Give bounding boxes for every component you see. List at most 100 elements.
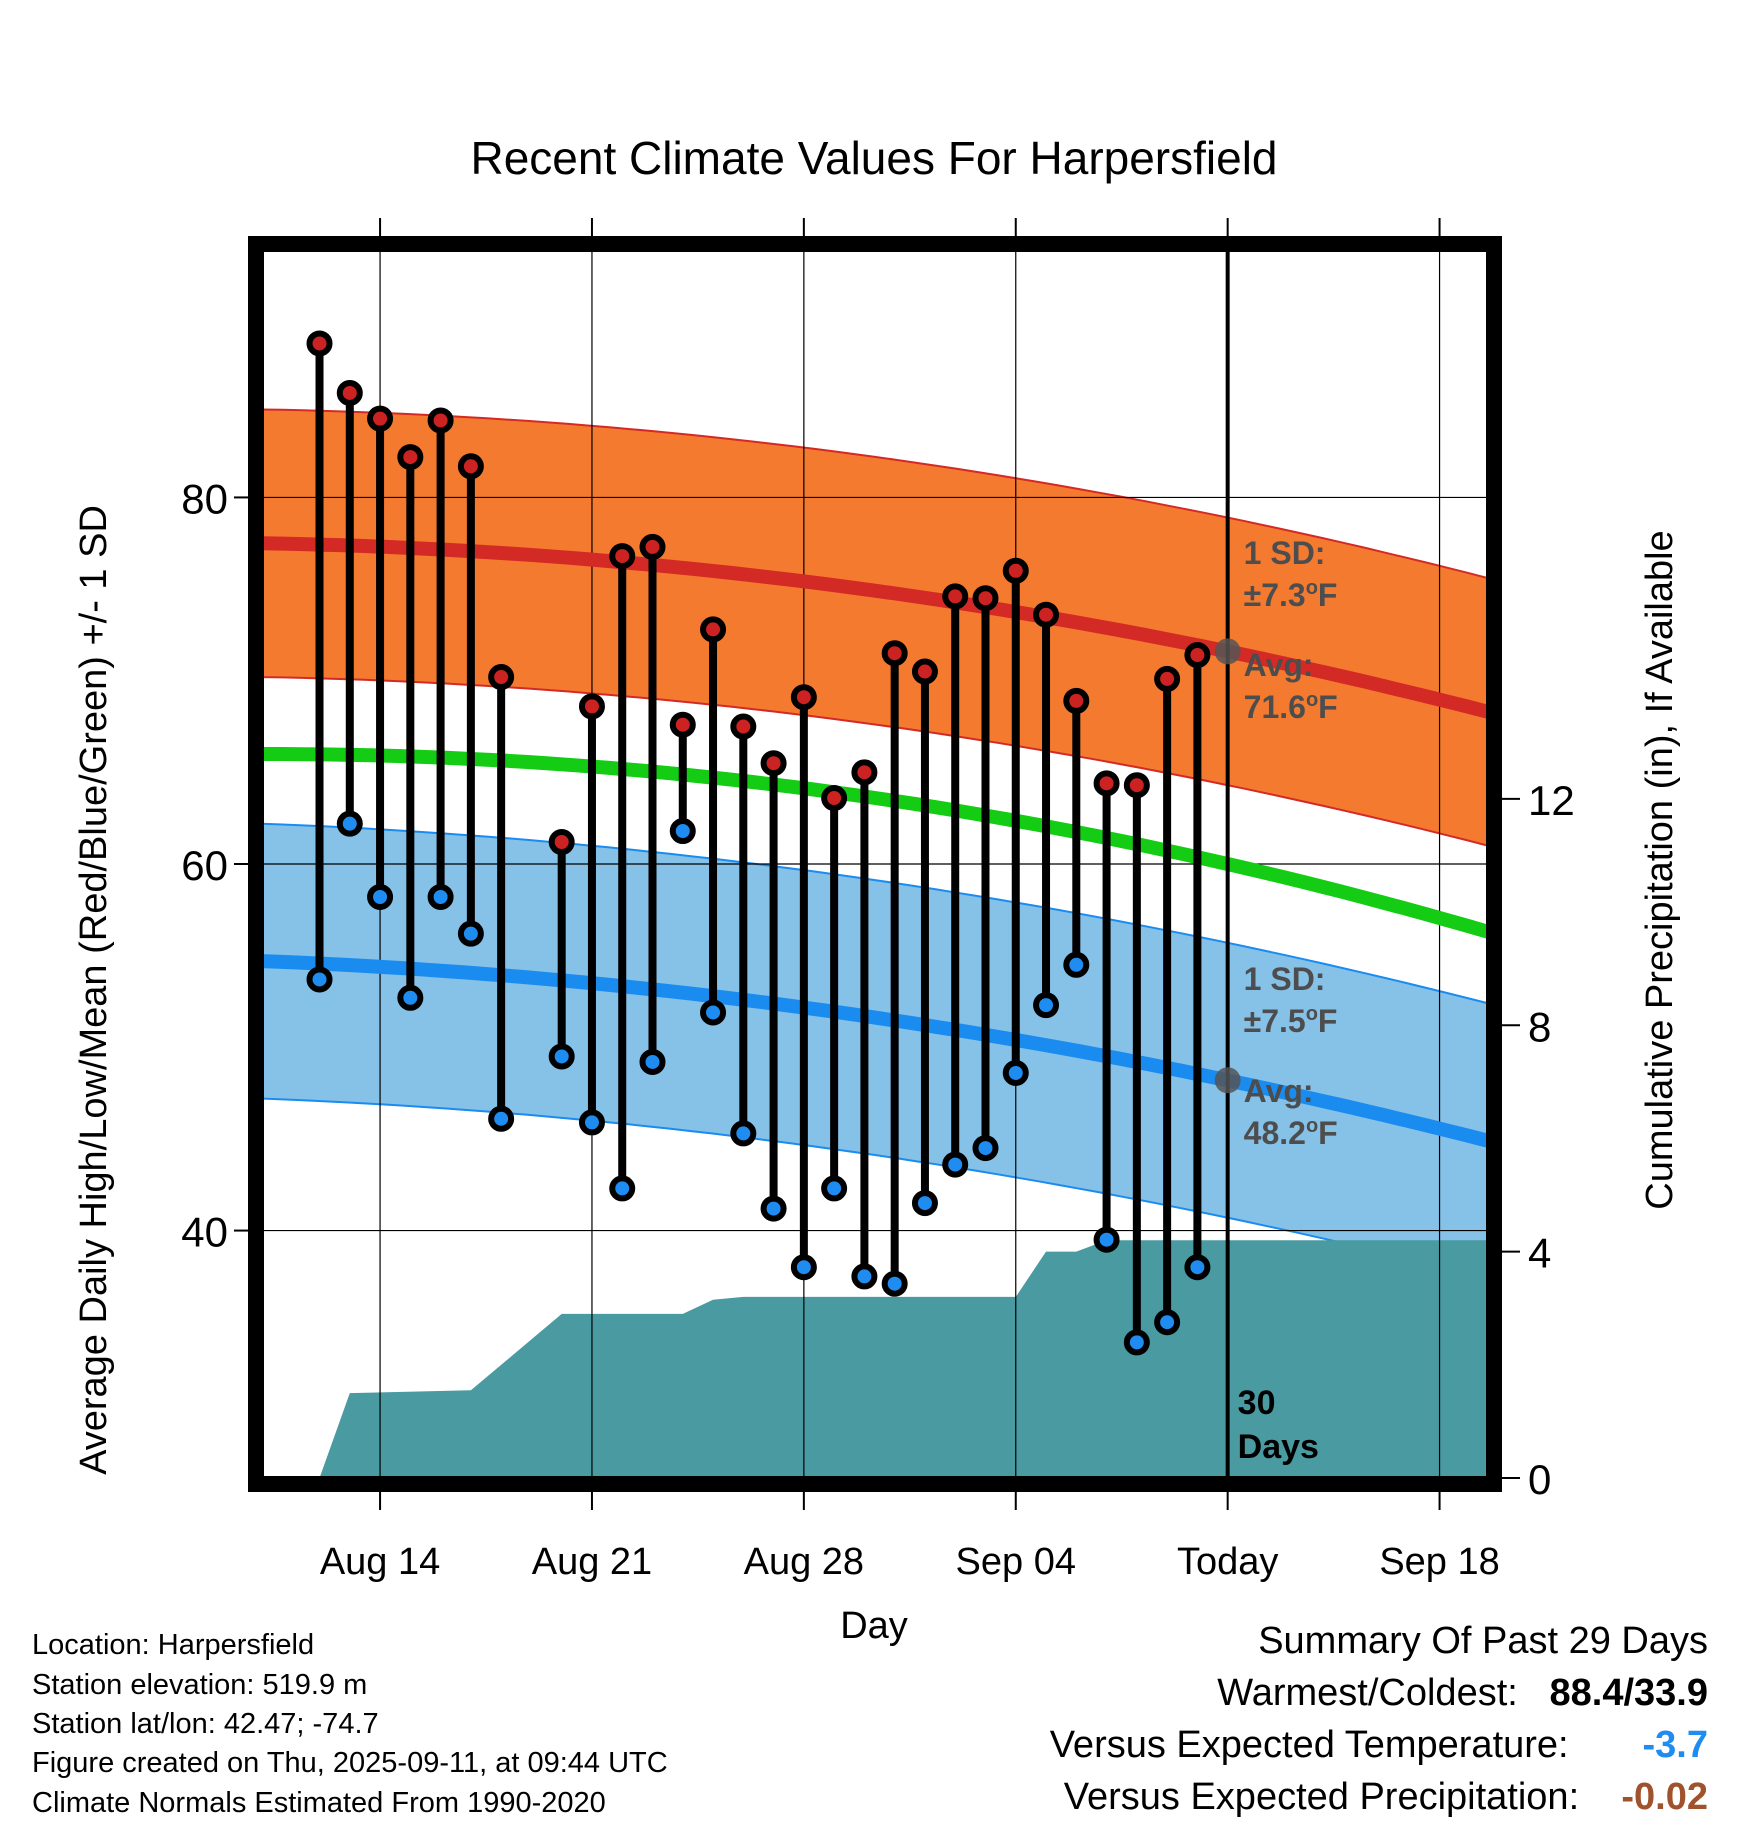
low-avg-value-number: 48.2: [1244, 1115, 1306, 1151]
summary-title: Summary Of Past 29 Days: [1258, 1620, 1708, 1662]
summary-temp-label: Versus Expected Temperature:: [1049, 1724, 1569, 1766]
high-sd-value: ±7.3oF: [1244, 577, 1338, 613]
y2-tick-label: 12: [1528, 777, 1575, 824]
high-avg-value-degree: o: [1306, 689, 1318, 711]
summary-precip-label: Versus Expected Precipitation:: [1063, 1776, 1580, 1818]
footer-elevation: Station elevation: 519.9 m: [32, 1669, 368, 1701]
daily-high-point: [851, 759, 878, 786]
daily-high-point: [760, 750, 787, 777]
daily-low-point: [639, 1048, 666, 1075]
low-sd-label: 1 SD:: [1244, 961, 1326, 997]
y-tick-label: 40: [181, 1209, 228, 1256]
daily-high-point: [1093, 770, 1120, 797]
y-tick-label: 60: [181, 842, 228, 889]
high-avg-value: 71.6oF: [1244, 689, 1338, 725]
low-sd-value: ±7.5oF: [1244, 1003, 1338, 1039]
summary-warmest-label: Warmest/Coldest:: [1217, 1672, 1518, 1714]
precip-days-word: Days: [1238, 1428, 1319, 1466]
daily-high-point: [911, 658, 938, 685]
summary-precipitation: Versus Expected Precipitation: -0.02: [1064, 1774, 1708, 1820]
today-high-marker: [1214, 638, 1241, 665]
daily-high-point: [669, 711, 696, 738]
x-tick-label: Sep 18: [1379, 1541, 1499, 1583]
daily-high-point: [790, 684, 817, 711]
daily-high-point: [427, 407, 454, 434]
daily-high-point: [1033, 601, 1060, 628]
high-sd-band: [261, 408, 1489, 847]
low-avg-value-unit: F: [1318, 1115, 1338, 1151]
summary-precip-value: -0.02: [1621, 1776, 1708, 1818]
y-tick-label: 80: [181, 475, 228, 522]
x-tick-label: Sep 04: [956, 1541, 1076, 1583]
daily-low-point: [1123, 1329, 1150, 1356]
avg-low-line: [261, 954, 1490, 1148]
high-avg-value-unit: F: [1318, 689, 1338, 725]
low-avg-label: Avg:: [1244, 1073, 1314, 1109]
low-sd-value-degree: o: [1306, 1003, 1318, 1025]
daily-low-point: [881, 1270, 908, 1297]
daily-high-point: [942, 583, 969, 610]
x-tick-label: Today: [1177, 1541, 1278, 1583]
daily-low-point: [578, 1109, 605, 1136]
summary-temperature: Versus Expected Temperature: -3.7: [1050, 1722, 1708, 1768]
daily-high-point: [821, 785, 848, 812]
x-tick-label: Aug 21: [532, 1541, 652, 1583]
low-avg-value-degree: o: [1306, 1115, 1318, 1137]
daily-low-point: [397, 984, 424, 1011]
daily-high-point: [336, 379, 363, 406]
daily-low-point: [700, 999, 727, 1026]
high-avg-value-number: 71.6: [1244, 689, 1306, 725]
y2-tick-label: 4: [1528, 1230, 1551, 1277]
high-sd-value-degree: o: [1306, 577, 1318, 599]
daily-low-point: [427, 883, 454, 910]
x-tick-label: Aug 14: [320, 1541, 440, 1583]
daily-low-point: [1093, 1226, 1120, 1253]
daily-high-point: [1123, 772, 1150, 799]
high-sd-label: 1 SD:: [1244, 535, 1326, 571]
avg-mean-line: [262, 747, 1490, 939]
low-sd-value-number: ±7.5: [1244, 1003, 1306, 1039]
daily-low-point: [730, 1120, 757, 1147]
daily-high-point: [548, 829, 575, 856]
daily-high-point: [730, 713, 757, 740]
daily-high-point: [881, 640, 908, 667]
daily-high-point: [1063, 687, 1090, 714]
daily-high-point: [1002, 557, 1029, 584]
daily-high-point: [609, 543, 636, 570]
daily-high-point: [306, 330, 333, 357]
daily-low-point: [609, 1175, 636, 1202]
summary-warmest-value: 88.4/33.9: [1549, 1672, 1708, 1714]
y-axis-label: Average Daily High/Low/Mean (Red/Blue/Gr…: [73, 505, 115, 1475]
today-low-marker: [1214, 1067, 1241, 1094]
daily-low-point: [851, 1263, 878, 1290]
y2-tick-label: 0: [1528, 1456, 1551, 1503]
daily-low-point: [306, 966, 333, 993]
precip-days-number: 30: [1238, 1384, 1276, 1422]
daily-low-point: [669, 818, 696, 845]
daily-high-point: [578, 693, 605, 720]
summary-warmest: Warmest/Coldest: 88.4/33.9: [1217, 1670, 1708, 1716]
daily-high-point: [397, 444, 424, 471]
footer-latlon: Station lat/lon: 42.47; -74.7: [32, 1708, 379, 1740]
daily-low-point: [548, 1043, 575, 1070]
daily-high-point: [639, 533, 666, 560]
daily-low-point: [1154, 1309, 1181, 1336]
high-avg-label: Avg:: [1244, 647, 1314, 683]
daily-low-point: [1033, 992, 1060, 1019]
daily-low-point: [1184, 1254, 1211, 1281]
daily-high-point: [1154, 665, 1181, 692]
daily-high-point: [1184, 642, 1211, 669]
avg-high-line: [261, 536, 1490, 719]
summary-temp-value: -3.7: [1642, 1724, 1708, 1766]
footer-normals: Climate Normals Estimated From 1990-2020: [32, 1787, 606, 1819]
precipitation-area: [319, 1240, 1488, 1478]
daily-high-point: [488, 664, 515, 691]
daily-low-point: [942, 1151, 969, 1178]
daily-low-point: [821, 1175, 848, 1202]
daily-low-point: [1002, 1059, 1029, 1086]
low-sd-value-unit: F: [1318, 1003, 1338, 1039]
daily-low-point: [760, 1195, 787, 1222]
daily-low-point: [367, 883, 394, 910]
footer-created: Figure created on Thu, 2025-09-11, at 09…: [32, 1747, 668, 1779]
